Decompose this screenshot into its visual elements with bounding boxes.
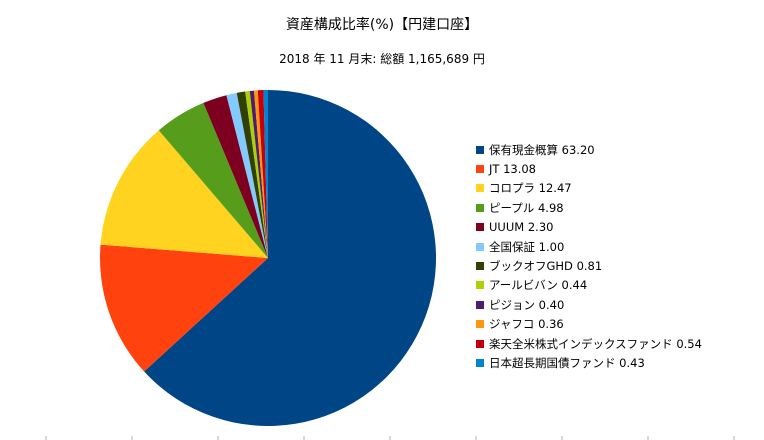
legend-swatch bbox=[476, 262, 484, 271]
legend-value: 0.44 bbox=[561, 278, 588, 293]
pie-slice bbox=[100, 244, 268, 372]
legend-item: 楽天全米株式インデックスファンド 0.54 bbox=[476, 334, 702, 353]
legend-swatch bbox=[476, 242, 484, 251]
pie-slice bbox=[226, 92, 268, 258]
legend-label: 日本超長期国債ファンド bbox=[489, 355, 616, 370]
chart-subtitle: 2018 年 11 月末: 総額 1,165,689 円 bbox=[279, 52, 485, 66]
legend-item: UUUM 2.30 bbox=[476, 218, 702, 237]
legend-label: ブックオフGHD bbox=[489, 259, 573, 274]
legend-value: 0.40 bbox=[538, 297, 565, 312]
legend-value: 0.36 bbox=[538, 317, 564, 332]
pie-slice bbox=[263, 90, 268, 258]
legend-value: 1.00 bbox=[538, 239, 565, 254]
legend-value: 2.30 bbox=[527, 220, 554, 235]
legend-item: 日本超長期国債ファンド 0.43 bbox=[476, 353, 702, 372]
legend-swatch bbox=[476, 165, 484, 174]
legend-label: 楽天全米株式インデックスファンド bbox=[489, 336, 673, 351]
legend-value: 4.98 bbox=[537, 200, 564, 215]
legend-value: 0.81 bbox=[576, 259, 603, 274]
pie-slice bbox=[236, 91, 268, 258]
pie-slice bbox=[253, 90, 268, 258]
legend-item: コロプラ 12.47 bbox=[476, 179, 702, 198]
legend-swatch bbox=[476, 300, 484, 309]
legend-swatch bbox=[476, 339, 484, 348]
legend-value: 0.43 bbox=[619, 355, 645, 370]
pie-slice bbox=[257, 90, 268, 258]
legend-item: JT 13.08 bbox=[476, 159, 702, 178]
pie-slice bbox=[158, 102, 268, 258]
legend-swatch bbox=[476, 320, 484, 329]
legend-label: コロプラ bbox=[489, 181, 535, 196]
legend-label: ジャフコ bbox=[489, 317, 535, 332]
legend-value: 63.20 bbox=[561, 142, 595, 157]
pie-slice bbox=[245, 90, 268, 258]
legend-swatch bbox=[476, 358, 484, 367]
legend-item: 保有現金概算 63.20 bbox=[476, 140, 702, 159]
legend-label: ピジョン bbox=[489, 297, 535, 312]
legend-label: 保有現金概算 bbox=[489, 142, 558, 157]
bottom-tick-row bbox=[45, 436, 735, 440]
pie-slice bbox=[144, 89, 437, 426]
legend: 保有現金概算 63.20 JT 13.08 コロプラ 12.47 ピープル 4.98 U… bbox=[476, 140, 702, 373]
legend-swatch bbox=[476, 145, 484, 154]
legend-item: ピジョン 0.40 bbox=[476, 295, 702, 314]
legend-value: 13.08 bbox=[503, 162, 537, 177]
legend-value: 12.47 bbox=[538, 181, 572, 196]
legend-item: 全国保証 1.00 bbox=[476, 237, 702, 256]
legend-item: アールビバン 0.44 bbox=[476, 276, 702, 295]
legend-swatch bbox=[476, 281, 484, 290]
legend-value: 0.54 bbox=[676, 336, 702, 351]
legend-label: アールビバン bbox=[489, 278, 558, 293]
pie-slice bbox=[100, 130, 268, 258]
pie-slice bbox=[203, 95, 268, 259]
pie-slice bbox=[249, 90, 268, 258]
legend-item: ブックオフGHD 0.81 bbox=[476, 256, 702, 275]
legend-item: ピープル 4.98 bbox=[476, 198, 702, 217]
legend-swatch bbox=[476, 184, 484, 193]
legend-label: ピープル bbox=[489, 200, 535, 215]
pie-slices bbox=[100, 89, 437, 426]
chart-title: 資産構成比率(%)【円建口座】 bbox=[285, 17, 479, 33]
legend-swatch bbox=[476, 203, 484, 212]
legend-label: UUUM bbox=[489, 220, 525, 235]
legend-item: ジャフコ 0.36 bbox=[476, 315, 702, 334]
legend-label: 全国保証 bbox=[489, 239, 535, 254]
legend-swatch bbox=[476, 223, 484, 232]
legend-label: JT bbox=[489, 162, 500, 177]
